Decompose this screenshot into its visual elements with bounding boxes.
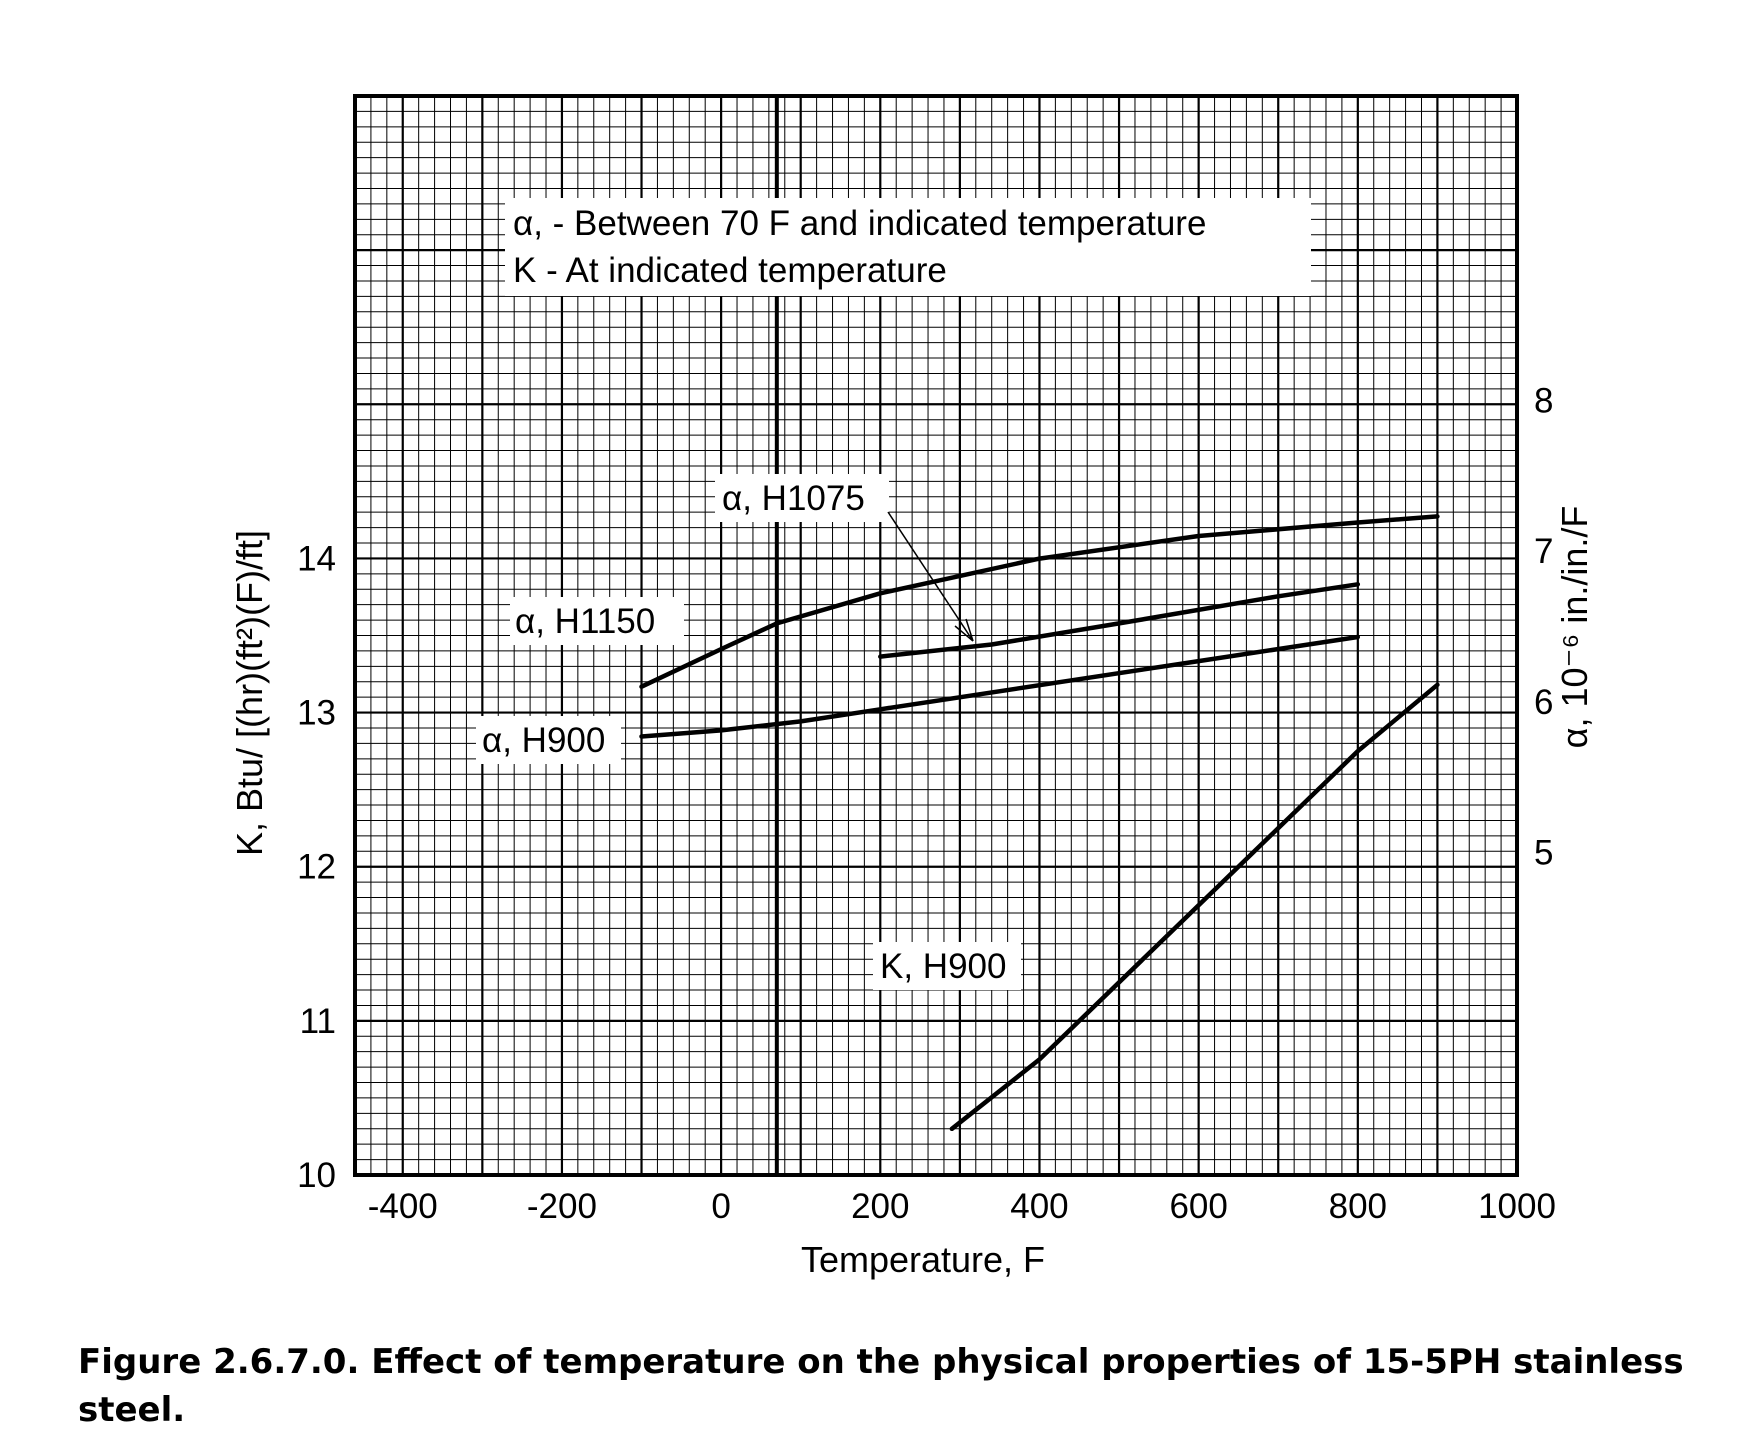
series-label-k-h900: K, H900 — [880, 947, 1006, 986]
y-right-tick-label: 6 — [1534, 683, 1553, 722]
y-left-tick-label: 11 — [300, 1002, 336, 1041]
series-layer — [639, 514, 1440, 1132]
y-left-tick-label: 14 — [297, 539, 336, 578]
y-right-axis-title: α, 10⁻⁶ in./in./F — [1554, 506, 1595, 749]
series-line-2 — [639, 634, 1361, 739]
x-tick-label: 600 — [1169, 1187, 1227, 1226]
y-left-tick-label: 13 — [297, 694, 336, 733]
chart: α, - Between 70 F and indicated temperat… — [229, 94, 1595, 1280]
note-line-1: α, - Between 70 F and indicated temperat… — [513, 204, 1206, 243]
figure-caption: Figure 2.6.7.0. Effect of temperature on… — [78, 1342, 1684, 1430]
label-h1150: α, H1150 — [510, 597, 684, 645]
y-right-tick-label: 5 — [1534, 834, 1553, 873]
series-line-0 — [639, 514, 1440, 689]
x-tick-label: 800 — [1329, 1187, 1387, 1226]
y-right-tick-label: 7 — [1534, 532, 1553, 571]
series-label-h900-alpha: α, H900 — [482, 721, 605, 760]
y-left-tick-label: 12 — [297, 848, 336, 887]
note-line-2: K - At indicated temperature — [513, 251, 947, 290]
pointer-arrow — [887, 511, 974, 642]
label-h900-alpha: α, H900 — [476, 716, 621, 764]
x-tick-labels: -400 -200 0 200 400 600 800 1000 — [368, 1187, 1556, 1226]
label-h1075: α, H1075 — [715, 474, 889, 522]
plot-frame — [353, 94, 1519, 1177]
x-tick-label: -400 — [368, 1187, 438, 1226]
note-box: α, - Between 70 F and indicated temperat… — [505, 198, 1311, 296]
series-line-1 — [878, 582, 1361, 659]
y-left-axis-title: K, Btu/ [(hr)(ft²)(F)/ft] — [229, 530, 270, 856]
series-line-3 — [949, 682, 1440, 1132]
x-axis-title: Temperature, F — [801, 1239, 1045, 1280]
series-label-h1075: α, H1075 — [722, 479, 865, 518]
label-k-h900: K, H900 — [873, 942, 1021, 990]
x-tick-label: 400 — [1010, 1187, 1068, 1226]
series-label-h1150: α, H1150 — [515, 602, 655, 641]
y-right-tick-labels: 5 6 7 8 — [1534, 381, 1553, 872]
x-tick-label: 200 — [851, 1187, 909, 1226]
y-right-tick-label: 8 — [1534, 381, 1553, 420]
y-left-tick-labels: 10 11 12 13 14 — [297, 539, 336, 1195]
x-tick-label: -200 — [527, 1187, 597, 1226]
y-left-tick-label: 10 — [297, 1156, 336, 1195]
x-tick-label: 1000 — [1478, 1187, 1556, 1226]
x-tick-label: 0 — [711, 1187, 730, 1226]
